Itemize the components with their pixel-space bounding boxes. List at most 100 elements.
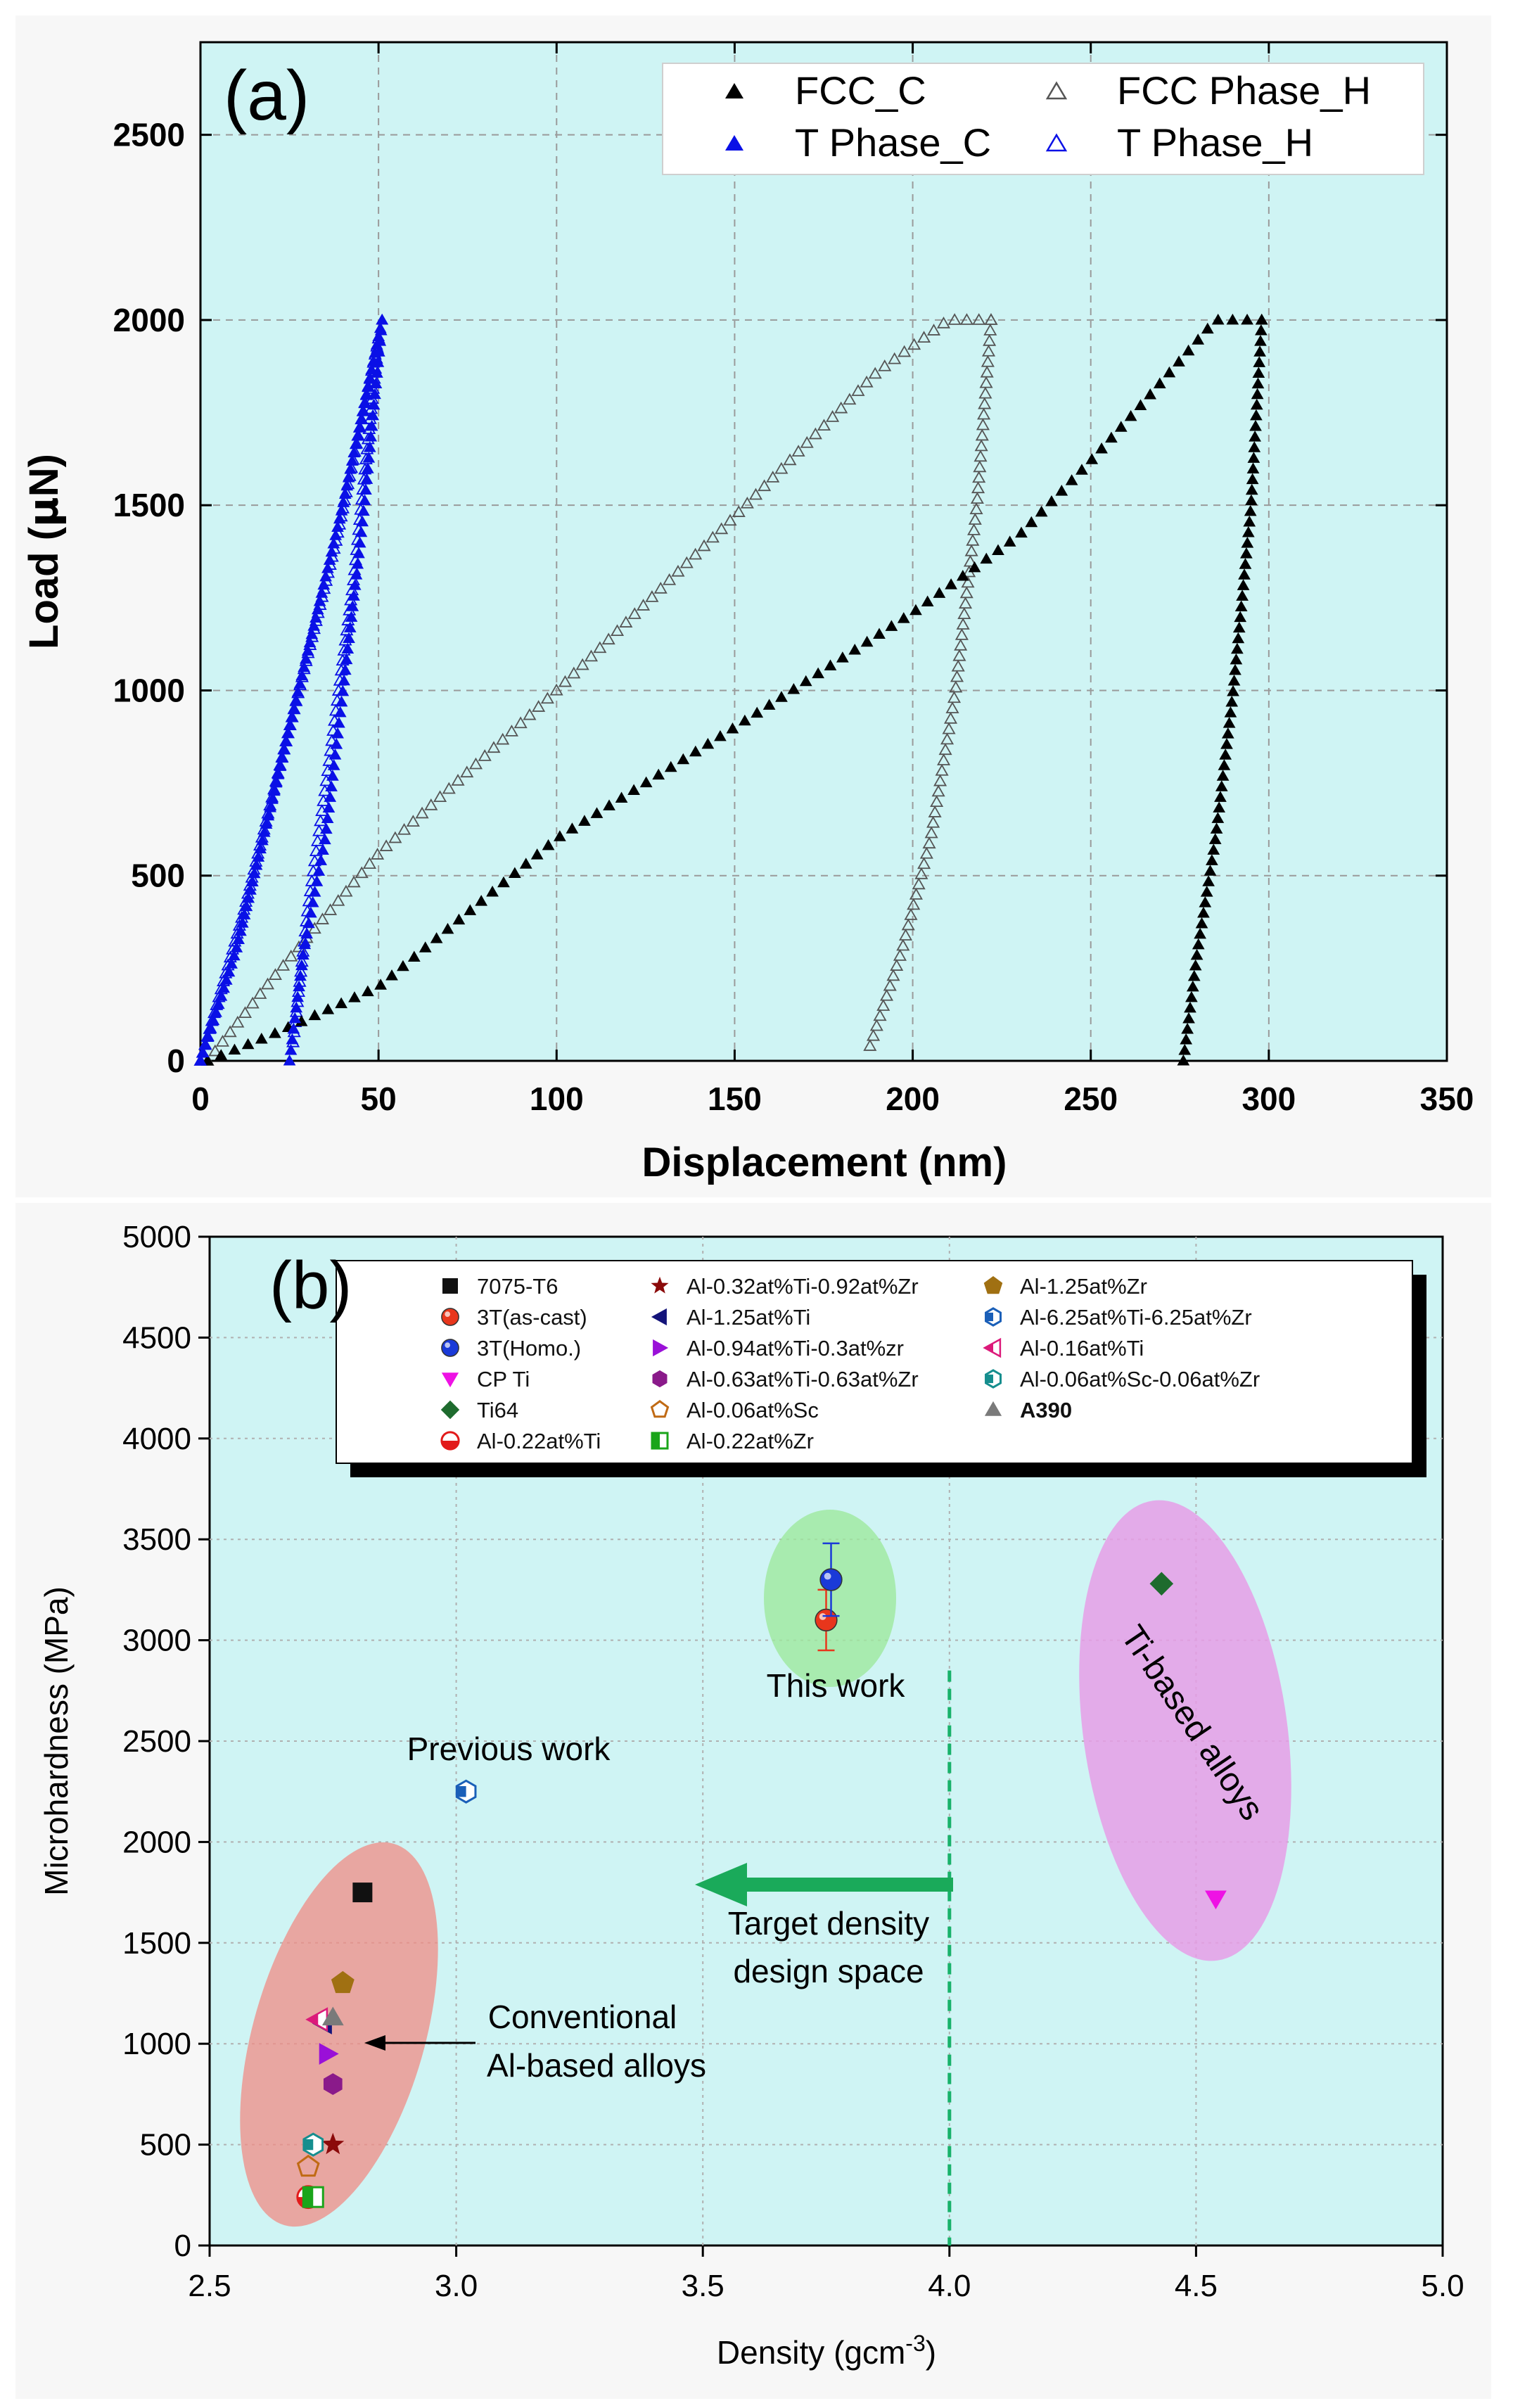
data-marker [851, 384, 865, 396]
data-marker [931, 784, 945, 797]
conventional-al-highlight [240, 1842, 438, 2227]
data-marker [305, 628, 319, 639]
data-marker [329, 529, 343, 540]
data-marker [241, 1038, 255, 1050]
data-marker [971, 481, 985, 494]
data-marker [1197, 907, 1210, 918]
data-marker [697, 539, 711, 552]
x-tick-label: 3.0 [435, 2269, 478, 2303]
data-marker [310, 834, 325, 846]
marker-sphere [441, 1339, 459, 1357]
data-marker [775, 691, 788, 702]
legend-label: Al-0.94at%Ti-0.3at%zr [687, 1336, 904, 1361]
data-marker [976, 418, 990, 431]
legend-item: Al-1.25at%Zr [983, 1274, 1147, 1299]
data-marker [284, 949, 298, 962]
data-marker [907, 898, 921, 910]
data-marker [343, 621, 357, 632]
data-marker [359, 388, 373, 400]
data-marker [1247, 452, 1260, 463]
data-marker [848, 643, 862, 655]
legend-item: Al-1.25at%Ti [651, 1305, 810, 1330]
data-point-al-0-32at-ti-0-92at-zr [321, 2132, 345, 2155]
data-marker [356, 404, 369, 416]
data-point-al-0-22at-zr [302, 2186, 324, 2208]
data-marker [1236, 590, 1249, 601]
data-point-ti64 [1149, 1572, 1174, 1596]
data-marker [312, 865, 326, 876]
data-marker [603, 799, 615, 810]
data-marker [575, 658, 589, 670]
y-tick-label: 4000 [122, 1422, 191, 1456]
data-marker [860, 635, 874, 647]
data-marker [1252, 367, 1265, 378]
data-marker [726, 722, 739, 734]
data-marker [886, 969, 900, 981]
data-marker [313, 595, 326, 606]
data-marker [519, 858, 532, 869]
data-marker [762, 699, 776, 710]
legend-label: 3T(as-cast) [477, 1305, 587, 1330]
series-fcc-phase-h [200, 313, 998, 1066]
data-marker [406, 815, 420, 827]
data-marker [442, 782, 456, 794]
data-marker [1178, 1043, 1192, 1055]
data-marker [1105, 431, 1118, 443]
data-point-cp-ti [1205, 1890, 1227, 1910]
marker-triangle-right [653, 1339, 669, 1357]
panel-a-label: (a) [224, 56, 309, 135]
data-marker [335, 695, 348, 707]
marker-pentagon [983, 1276, 1003, 1294]
data-marker [888, 352, 902, 364]
data-marker [355, 866, 369, 879]
data-marker [325, 780, 338, 791]
data-marker [264, 801, 277, 813]
data-marker [921, 595, 934, 607]
data-marker [1249, 420, 1262, 431]
data-marker [269, 776, 283, 788]
marker-square-half [651, 1432, 669, 1450]
legend-label: Al-6.25at%Ti-6.25at%Zr [1020, 1305, 1252, 1330]
data-marker [397, 960, 409, 972]
data-marker [339, 884, 353, 897]
data-marker [286, 711, 299, 722]
data-marker [956, 570, 969, 581]
data-marker [374, 979, 387, 990]
data-marker [315, 587, 328, 598]
data-marker [917, 857, 931, 869]
x-tick-label: 350 [1420, 1081, 1474, 1117]
data-marker [978, 386, 992, 399]
y-tick-label: 2500 [113, 117, 185, 153]
data-marker [922, 836, 936, 849]
x-tick-label: 2.5 [188, 2269, 231, 2303]
data-marker [758, 479, 772, 492]
data-marker [1214, 791, 1227, 802]
data-marker [194, 1054, 207, 1066]
data-marker [433, 790, 447, 803]
data-marker [974, 439, 988, 452]
data-marker [311, 603, 324, 615]
data-marker [371, 848, 385, 860]
data-marker [374, 335, 387, 346]
data-marker [1144, 388, 1157, 400]
data-marker [294, 969, 307, 981]
data-marker [959, 586, 973, 599]
data-marker [783, 453, 797, 466]
data-marker [441, 922, 454, 934]
data-marker [335, 504, 348, 516]
data-marker [1232, 621, 1246, 633]
data-marker [867, 1028, 881, 1041]
data-marker [1222, 717, 1236, 728]
y-tick-label: 5000 [122, 1220, 191, 1254]
data-marker [970, 492, 984, 504]
data-marker [1199, 896, 1212, 907]
data-marker [371, 356, 385, 367]
data-marker [1224, 706, 1237, 718]
legend-label: Al-0.06at%Sc-0.06at%Zr [1020, 1367, 1260, 1391]
data-marker [1246, 473, 1259, 485]
data-marker [532, 700, 546, 712]
data-marker [860, 375, 874, 388]
data-marker [1246, 462, 1260, 473]
data-marker [238, 1006, 253, 1019]
data-marker [584, 649, 599, 662]
